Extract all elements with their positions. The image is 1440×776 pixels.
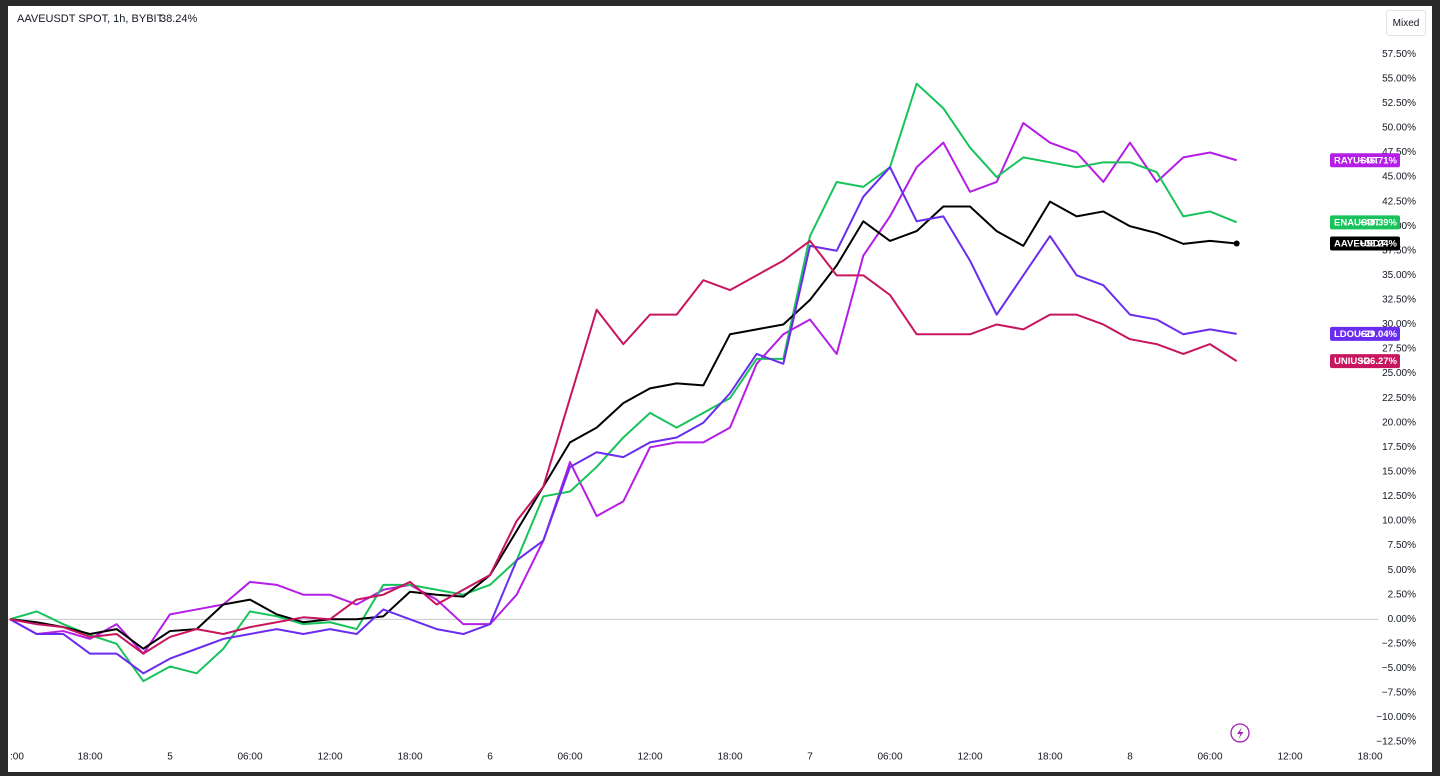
x-tick-label: 06:00 — [557, 752, 582, 763]
chart-panel: AAVEUSDT SPOT, 1h, BYBIT 38.24% −12.50% −… — [8, 6, 1432, 772]
x-tick-label: 18:00 — [1037, 752, 1062, 763]
series-line — [9, 122, 1237, 655]
y-tick-label: −5.00% — [1382, 663, 1416, 674]
series-tag: AAVEUSDT+38.24% — [1330, 236, 1400, 251]
value-label: +40.39% — [1359, 217, 1397, 228]
legend-entry: ENAUSDT — [1334, 217, 1380, 228]
y-tick-label: 2.50% — [1388, 589, 1416, 600]
x-tick-label: 12:00 — [637, 752, 662, 763]
x-tick-label: 12:00 — [957, 752, 982, 763]
y-tick-label: 15.00% — [1382, 467, 1416, 478]
y-tick-label: 27.50% — [1382, 344, 1416, 355]
tag-box — [1330, 326, 1400, 341]
y-tick-label: 45.00% — [1382, 172, 1416, 183]
y-tick-label: 30.00% — [1382, 319, 1416, 330]
tag-box — [1330, 153, 1400, 168]
y-tick-label: 55.00% — [1382, 73, 1416, 84]
tag-box — [1330, 236, 1400, 251]
series-tag: LDOUSD+29.04% — [1330, 326, 1400, 341]
series-line — [9, 200, 1237, 650]
y-tick-label: 25.00% — [1382, 368, 1416, 379]
value-label: +29.04% — [1359, 329, 1397, 340]
x-tick-label: 8 — [1127, 752, 1133, 763]
y-tick-label: 42.50% — [1382, 196, 1416, 207]
series-line — [9, 239, 1238, 655]
legend-entry: LDOUSD — [1334, 329, 1374, 340]
value-label: +26.27% — [1359, 356, 1397, 367]
y-tick-label: 32.50% — [1382, 295, 1416, 306]
series-line — [9, 82, 1238, 683]
legend-entry: RAYUSDT — [1334, 155, 1379, 166]
y-tick-label: 0.00% — [1388, 614, 1416, 625]
series-tag: ENAUSDT+40.39% — [1330, 215, 1400, 230]
y-tick-label: 5.00% — [1388, 565, 1416, 576]
x-tick-label: 06:00 — [877, 752, 902, 763]
x-tick-label: 7 — [807, 752, 813, 763]
y-tick-label: 12.50% — [1382, 491, 1416, 502]
legend-entry: AAVEUSDT — [1334, 239, 1386, 250]
x-tick-label: :00 — [10, 752, 24, 763]
last-point — [1233, 240, 1240, 247]
chart-title: AAVEUSDT SPOT, 1h, BYBIT — [17, 13, 164, 25]
x-tick-label: 18:00 — [77, 752, 102, 763]
x-tick-label: 06:00 — [1197, 752, 1222, 763]
x-tick-label: 18:00 — [717, 752, 742, 763]
y-tick-label: 57.50% — [1382, 49, 1416, 60]
x-tick-label: 18:00 — [1357, 752, 1382, 763]
legend-entry: UNIUSD — [1334, 356, 1371, 367]
mode-button[interactable]: Mixed — [1386, 10, 1426, 36]
y-tick-label: 35.00% — [1382, 270, 1416, 281]
y-tick-label: 17.50% — [1382, 442, 1416, 453]
y-tick-label: 47.50% — [1382, 147, 1416, 158]
series-line — [9, 166, 1237, 675]
chart: AAVEUSDT SPOT, 1h, BYBIT 38.24% −12.50% −… — [8, 13, 1416, 763]
y-tick-label: −7.50% — [1382, 688, 1416, 699]
y-tick-label: −10.00% — [1376, 712, 1416, 723]
x-tick-label: 5 — [167, 752, 173, 763]
y-tick-label: 7.50% — [1388, 540, 1416, 551]
y-tick-label: 10.00% — [1382, 516, 1416, 527]
y-tick-label: 20.00% — [1382, 417, 1416, 428]
y-tick-label: 22.50% — [1382, 393, 1416, 404]
tag-box — [1330, 354, 1400, 369]
y-tick-label: −2.50% — [1382, 638, 1416, 649]
x-tick-label: 12:00 — [1277, 752, 1302, 763]
y-tick-label: 37.50% — [1382, 245, 1416, 256]
value-label: +38.24% — [1359, 239, 1397, 250]
tag-box — [1330, 215, 1400, 230]
y-tick-label: 50.00% — [1382, 123, 1416, 134]
value-label: +46.71% — [1359, 155, 1397, 166]
x-tick-label: 06:00 — [237, 752, 262, 763]
x-tick-label: 6 — [487, 752, 493, 763]
x-tick-label: 12:00 — [317, 752, 342, 763]
chart-title-value: 38.24% — [160, 13, 198, 25]
y-tick-label: −12.50% — [1376, 737, 1416, 748]
series-tag: UNIUSD+26.27% — [1330, 354, 1400, 369]
x-tick-label: 18:00 — [397, 752, 422, 763]
lightning-icon[interactable] — [1230, 723, 1250, 743]
series-tag: RAYUSDT+46.71% — [1330, 153, 1400, 168]
y-tick-label: 52.50% — [1382, 98, 1416, 109]
